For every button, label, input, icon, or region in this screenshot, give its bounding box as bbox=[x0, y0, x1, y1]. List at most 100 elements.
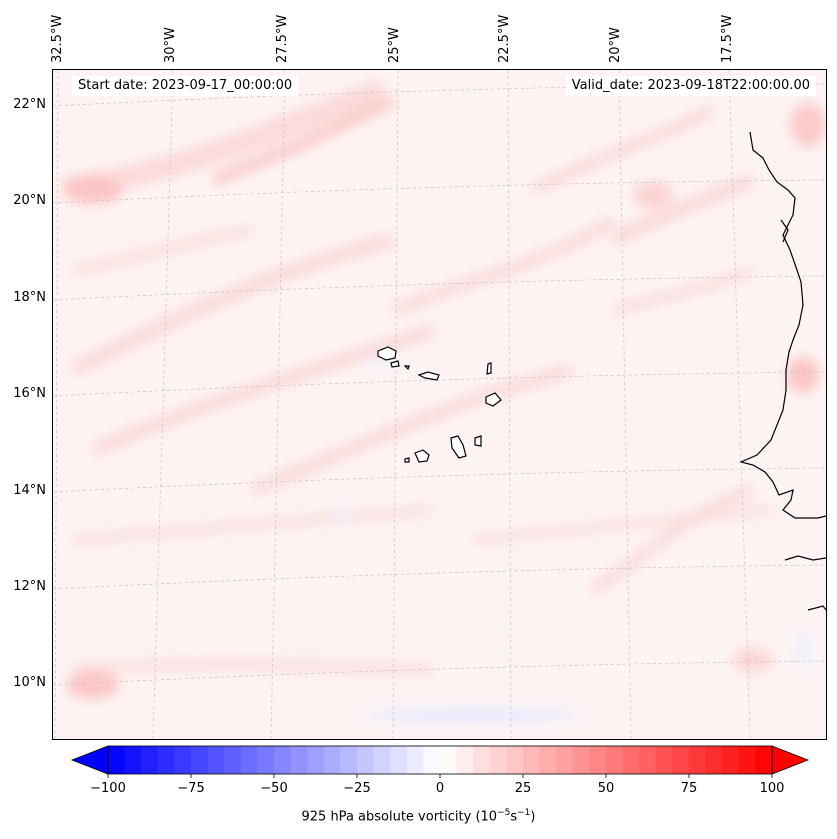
colorbar-cell bbox=[274, 746, 292, 774]
parallel-10N bbox=[53, 660, 826, 686]
colorbar-cell bbox=[622, 746, 640, 774]
colorbar-cell bbox=[489, 746, 507, 774]
colorbar-tick-label: 75 bbox=[680, 781, 698, 796]
island-sao-vicente bbox=[390, 360, 400, 368]
colorbar-cell bbox=[440, 746, 458, 774]
colorbar-cell bbox=[257, 746, 275, 774]
island-fogo bbox=[414, 449, 430, 463]
vorticity-band bbox=[589, 484, 755, 595]
parallel-16N bbox=[53, 371, 826, 397]
island-santo-antao bbox=[377, 346, 397, 361]
parallel-12N bbox=[53, 564, 826, 590]
map-panel[interactable] bbox=[52, 69, 827, 740]
vorticity-band bbox=[72, 504, 434, 546]
vorticity-patch bbox=[787, 357, 819, 393]
colorbar-cell bbox=[506, 746, 524, 774]
colorbar-cell bbox=[722, 746, 740, 774]
lat-label-22N: 22°N bbox=[13, 97, 46, 112]
colorbar-cell bbox=[307, 746, 325, 774]
parallel-20N bbox=[53, 179, 826, 204]
colorbar-cell bbox=[672, 746, 690, 774]
lat-label-18N: 18°N bbox=[13, 290, 46, 305]
vorticity-band bbox=[530, 104, 716, 196]
colorbar-cell bbox=[108, 746, 126, 774]
cape-verde-islands bbox=[377, 346, 502, 463]
colorbar-tick-marks bbox=[107, 774, 773, 778]
vorticity-band bbox=[250, 363, 575, 497]
vorticity-patch bbox=[790, 103, 826, 147]
colorbar-cell bbox=[157, 746, 175, 774]
lon-label-20W: 20°W bbox=[608, 27, 623, 63]
lat-label-12N: 12°N bbox=[13, 579, 46, 594]
colorbar-cell bbox=[556, 746, 574, 774]
colorbar-tick-label: 100 bbox=[759, 781, 785, 796]
lat-label-16N: 16°N bbox=[13, 386, 46, 401]
colorbar-cells bbox=[108, 746, 773, 774]
island-brava bbox=[404, 457, 410, 463]
valid-date-label: Valid_date: 2023-09-18T22:00:00.00 bbox=[565, 76, 816, 96]
colorbar-cell bbox=[390, 746, 408, 774]
island-santa-luzia bbox=[403, 365, 410, 371]
colorbar-cell bbox=[290, 746, 308, 774]
colorbar-cell bbox=[539, 746, 557, 774]
vorticity-band bbox=[210, 94, 396, 186]
parallel-14N bbox=[53, 467, 826, 493]
colorbar-cell bbox=[606, 746, 624, 774]
lat-label-10N: 10°N bbox=[13, 675, 46, 690]
vorticity-patch bbox=[67, 671, 119, 699]
lon-label-17.5W: 17.5°W bbox=[720, 14, 735, 63]
colorbar-cell bbox=[174, 746, 192, 774]
lon-label-22.5W: 22.5°W bbox=[497, 14, 512, 63]
colorbar-tick-label: −100 bbox=[90, 781, 126, 796]
colorbar-cell bbox=[240, 746, 258, 774]
colorbar-tick-label: −50 bbox=[260, 781, 288, 796]
vorticity-band bbox=[472, 505, 774, 545]
colorbar-cell bbox=[124, 746, 142, 774]
colorbar-cell bbox=[224, 746, 242, 774]
lon-label-30W: 30°W bbox=[163, 27, 178, 63]
coastline-detail bbox=[780, 219, 789, 243]
colorbar-cell bbox=[473, 746, 491, 774]
colorbar-cell bbox=[639, 746, 657, 774]
island-maio bbox=[474, 435, 482, 447]
coastline-detail bbox=[784, 555, 826, 561]
colorbar-cell bbox=[689, 746, 707, 774]
vorticity-patch bbox=[795, 630, 811, 670]
lat-label-20N: 20°N bbox=[13, 193, 46, 208]
coastline bbox=[739, 131, 826, 611]
vorticity-patch bbox=[63, 176, 123, 204]
vorticity-band bbox=[69, 232, 395, 378]
colorbar-cell bbox=[191, 746, 209, 774]
colorbar-tick-label: 25 bbox=[514, 781, 532, 796]
lon-label-25W: 25°W bbox=[387, 27, 402, 63]
colorbar-cell bbox=[456, 746, 474, 774]
vorticity-patch bbox=[733, 648, 773, 672]
vorticity-field bbox=[61, 79, 826, 722]
island-santiago bbox=[450, 435, 467, 459]
colorbar-cell bbox=[572, 746, 590, 774]
colorbar-cell bbox=[323, 746, 341, 774]
colorbar-cell bbox=[357, 746, 375, 774]
colorbar-cell bbox=[705, 746, 723, 774]
colorbar-cell bbox=[423, 746, 441, 774]
colorbar-cell bbox=[406, 746, 424, 774]
colorbar-tick-label: 0 bbox=[435, 781, 445, 796]
colorbar-extend-max bbox=[771, 745, 810, 775]
colorbar-cell bbox=[141, 746, 159, 774]
colorbar bbox=[70, 745, 810, 778]
colorbar-cell bbox=[589, 746, 607, 774]
vorticity-map bbox=[53, 70, 826, 739]
colorbar-cell bbox=[655, 746, 673, 774]
colorbar-extend-min bbox=[70, 745, 109, 775]
parallel-18N bbox=[53, 275, 826, 301]
island-sal bbox=[486, 362, 492, 375]
lon-label-27.5W: 27.5°W bbox=[275, 14, 290, 63]
vorticity-patch bbox=[633, 181, 673, 209]
island-sao-nicolau bbox=[417, 371, 440, 381]
colorbar-cell bbox=[755, 746, 773, 774]
lat-label-14N: 14°N bbox=[13, 483, 46, 498]
colorbar-cell bbox=[738, 746, 756, 774]
island-boa-vista bbox=[485, 392, 502, 407]
colorbar-cell bbox=[207, 746, 225, 774]
colorbar-tick-label: −25 bbox=[343, 781, 371, 796]
